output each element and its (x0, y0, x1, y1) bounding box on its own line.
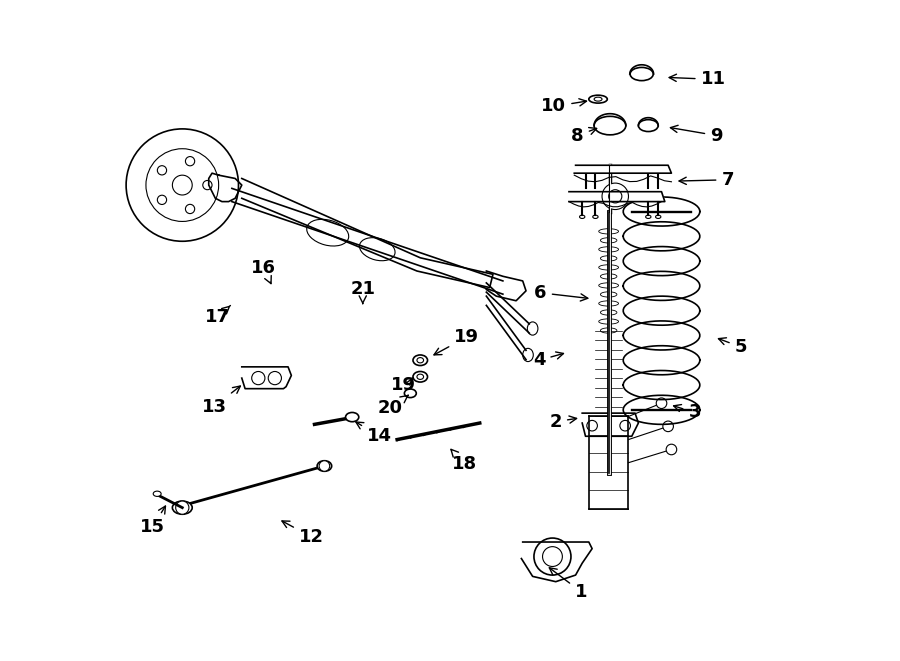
Circle shape (534, 538, 571, 575)
Ellipse shape (346, 412, 359, 422)
Text: 18: 18 (451, 449, 477, 473)
Text: 13: 13 (202, 386, 240, 416)
Text: 14: 14 (356, 422, 392, 446)
Polygon shape (486, 271, 526, 301)
Text: 10: 10 (541, 97, 587, 116)
Text: 4: 4 (533, 351, 563, 369)
Polygon shape (569, 192, 665, 202)
Text: 16: 16 (251, 258, 276, 284)
Text: 17: 17 (205, 305, 230, 327)
Text: 21: 21 (350, 280, 375, 303)
Text: 9: 9 (670, 126, 723, 145)
Ellipse shape (594, 116, 625, 135)
Circle shape (320, 461, 329, 471)
Polygon shape (242, 178, 493, 288)
Text: 15: 15 (140, 506, 166, 536)
Ellipse shape (589, 95, 608, 103)
Ellipse shape (173, 501, 193, 514)
Ellipse shape (413, 371, 428, 382)
Text: 12: 12 (282, 521, 324, 546)
Ellipse shape (153, 491, 161, 496)
Circle shape (602, 183, 628, 210)
Ellipse shape (317, 461, 332, 471)
Text: 8: 8 (572, 126, 597, 145)
Text: 11: 11 (670, 70, 725, 89)
Ellipse shape (413, 355, 428, 366)
Text: 6: 6 (535, 284, 588, 302)
Circle shape (176, 501, 189, 514)
Circle shape (587, 420, 598, 431)
Text: 19: 19 (392, 375, 416, 394)
Text: 7: 7 (680, 171, 734, 189)
Text: 20: 20 (378, 395, 409, 418)
Polygon shape (242, 367, 292, 389)
Ellipse shape (630, 67, 653, 81)
Polygon shape (574, 165, 671, 173)
Circle shape (173, 175, 193, 195)
Text: 2: 2 (550, 412, 577, 431)
Circle shape (666, 444, 677, 455)
Ellipse shape (404, 389, 417, 397)
Circle shape (620, 420, 631, 431)
Text: 1: 1 (549, 568, 587, 601)
Circle shape (662, 421, 673, 432)
Circle shape (656, 398, 667, 408)
Polygon shape (521, 542, 592, 582)
Text: 5: 5 (718, 338, 747, 356)
Ellipse shape (638, 120, 658, 132)
Polygon shape (582, 413, 638, 436)
Text: 3: 3 (673, 403, 701, 422)
Text: 19: 19 (434, 328, 479, 355)
